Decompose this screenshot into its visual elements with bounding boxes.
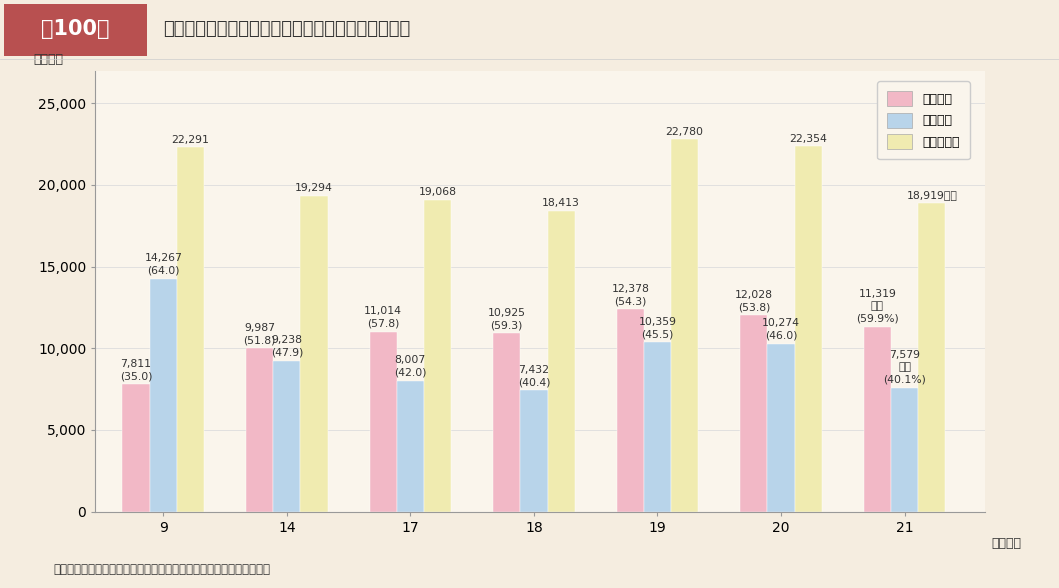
Text: 7,432
(40.4): 7,432 (40.4) <box>518 365 551 387</box>
Bar <box>370 332 397 512</box>
Bar <box>424 200 451 512</box>
Bar <box>177 148 204 512</box>
Bar <box>397 381 424 512</box>
Text: 18,919億円: 18,919億円 <box>907 189 957 199</box>
Bar <box>616 309 644 512</box>
Text: （注）　（　）内の数値は、資本的支出に占める財源の割合である。: （注） （ ）内の数値は、資本的支出に占める財源の割合である。 <box>53 563 270 576</box>
Text: 9,987
(51.8): 9,987 (51.8) <box>244 323 275 346</box>
Legend: 内部資金, 外部資金, 資本的支出: 内部資金, 外部資金, 資本的支出 <box>877 81 970 159</box>
Text: 8,007
(42.0): 8,007 (42.0) <box>394 355 427 378</box>
Text: 10,925
(59.3): 10,925 (59.3) <box>488 308 525 330</box>
Text: 11,014
(57.8): 11,014 (57.8) <box>364 306 402 329</box>
Bar <box>246 349 273 512</box>
Text: 9,238
(47.9): 9,238 (47.9) <box>271 335 303 358</box>
Text: 12,378
(54.3): 12,378 (54.3) <box>611 284 649 306</box>
Text: 19,294: 19,294 <box>295 183 333 193</box>
Text: 7,811
(35.0): 7,811 (35.0) <box>120 359 152 381</box>
Bar <box>301 196 327 512</box>
Text: 22,354: 22,354 <box>789 133 827 143</box>
Text: （年度）: （年度） <box>992 537 1022 550</box>
Bar <box>123 384 149 512</box>
Text: 10,274
(46.0): 10,274 (46.0) <box>762 319 800 341</box>
Text: 水道事業（法適用企業）の資本的支出及びその財源: 水道事業（法適用企業）の資本的支出及びその財源 <box>163 21 410 38</box>
Text: 11,319
億円
(59.9%): 11,319 億円 (59.9%) <box>856 289 899 324</box>
Bar <box>493 333 520 512</box>
Bar <box>644 342 671 512</box>
Text: 22,291: 22,291 <box>172 135 210 145</box>
Bar <box>671 139 698 512</box>
Bar <box>891 387 918 512</box>
Text: 18,413: 18,413 <box>542 198 580 208</box>
Text: 第100図: 第100図 <box>41 19 110 39</box>
Text: 14,267
(64.0): 14,267 (64.0) <box>144 253 182 276</box>
Bar <box>864 327 891 512</box>
Text: 10,359
(45.5): 10,359 (45.5) <box>639 317 677 339</box>
Bar <box>548 211 575 512</box>
Bar <box>768 344 794 512</box>
Bar <box>273 360 301 512</box>
FancyBboxPatch shape <box>4 4 147 56</box>
Bar <box>794 146 822 512</box>
Bar <box>149 279 177 512</box>
Bar <box>918 202 946 512</box>
Text: 19,068: 19,068 <box>418 187 456 197</box>
Bar <box>740 315 768 512</box>
Text: 22,780: 22,780 <box>666 126 703 136</box>
Text: 7,579
億円
(40.1%): 7,579 億円 (40.1%) <box>883 350 926 385</box>
Text: （億円）: （億円） <box>33 53 64 66</box>
Text: 12,028
(53.8): 12,028 (53.8) <box>735 290 773 312</box>
Bar <box>520 390 548 512</box>
